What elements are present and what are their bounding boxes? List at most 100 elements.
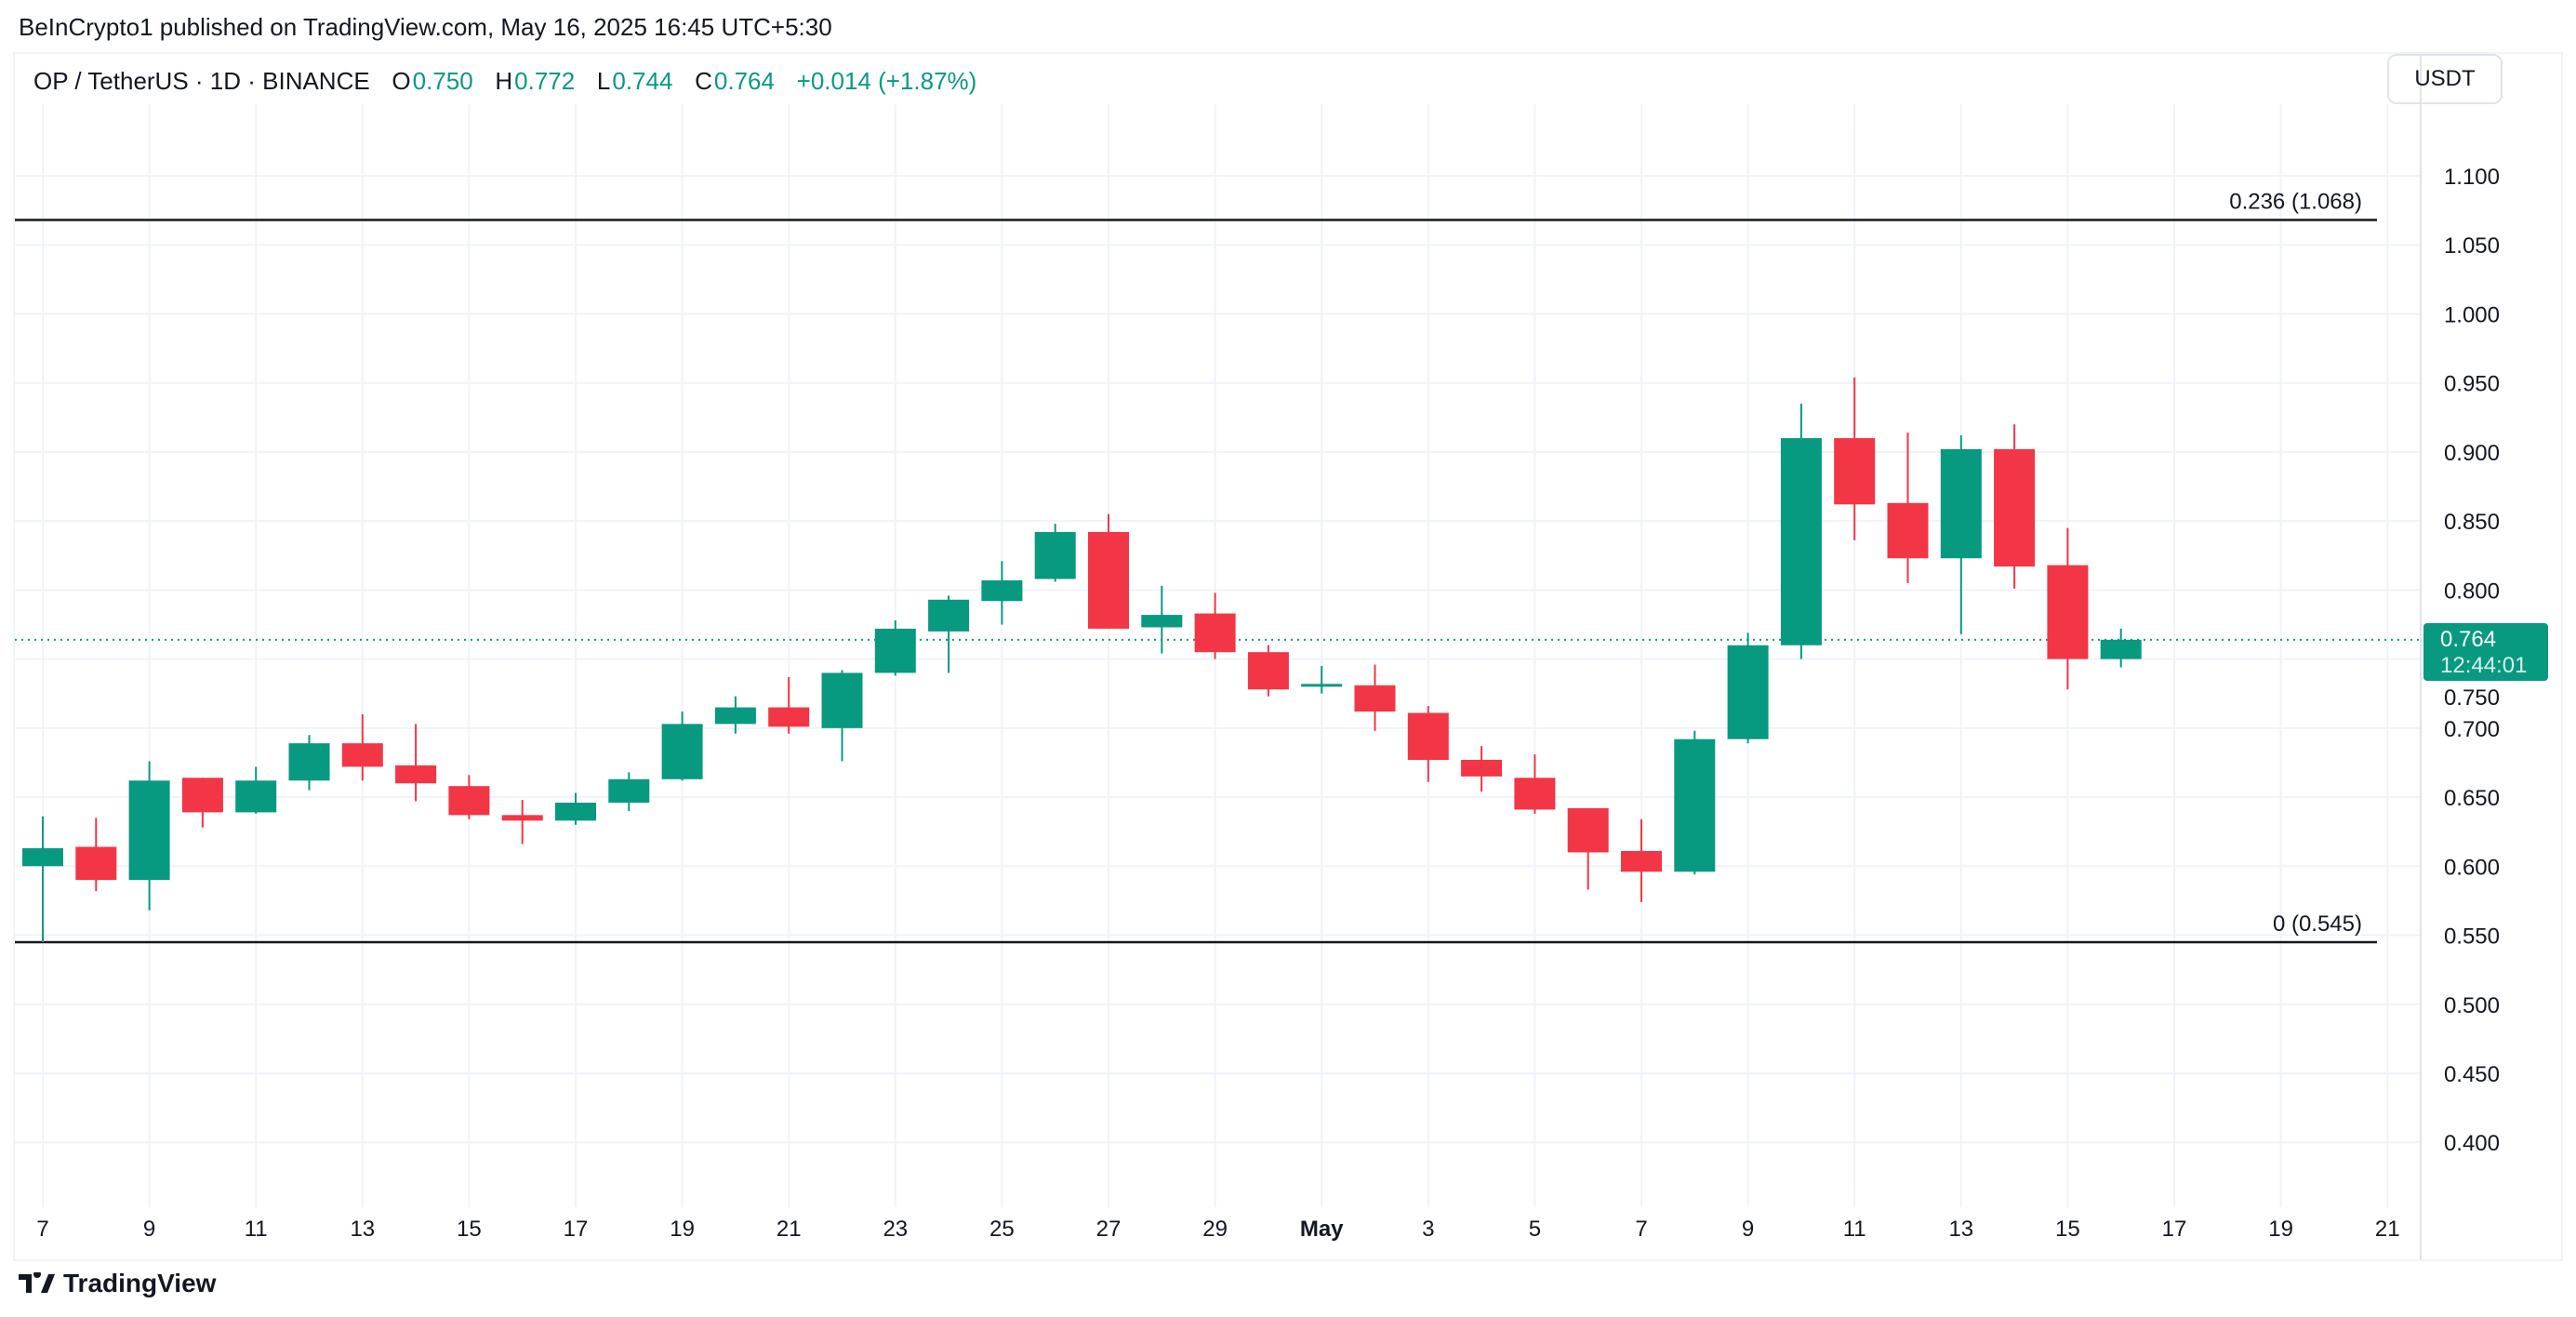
candle-body-up (22, 848, 63, 867)
currency-button[interactable]: USDT (2387, 54, 2503, 104)
y-tick-label: 0.450 (2444, 1062, 2500, 1087)
candle-body-down (1461, 759, 1503, 777)
candle-body-up (128, 780, 170, 881)
candle-body-down (395, 765, 437, 784)
x-tick-label: 5 (1529, 1217, 1541, 1242)
symbol-legend: OP / TetherUS · 1D · BINANCE O0.750 H0.7… (33, 67, 978, 96)
current-price-tag: 0.764 12:44:01 (2423, 623, 2548, 681)
candle-body-down (1834, 438, 1876, 505)
candle-body-up (1034, 532, 1076, 579)
published-caption: BeInCrypto1 published on TradingView.com… (19, 13, 832, 41)
y-tick-label: 0.800 (2444, 579, 2500, 604)
current-price: 0.764 (2440, 627, 2497, 652)
candle-body-up (1780, 438, 1822, 645)
candle-body-up (288, 743, 330, 781)
candle-body-down (1088, 532, 1129, 629)
tradingview-logo-icon (19, 1272, 55, 1293)
x-tick-label: 25 (989, 1217, 1015, 1242)
candle-body-down (1514, 778, 1556, 810)
candle-body-down (1567, 807, 1609, 853)
candle-body-up (1301, 684, 1343, 687)
candle-body-up (714, 707, 756, 725)
candle-body-down (75, 846, 117, 881)
candle-body-down (448, 786, 490, 816)
x-tick-label: 23 (883, 1217, 908, 1242)
x-tick-label: 7 (1635, 1217, 1647, 1242)
candle-body-down (1887, 502, 1929, 559)
fib-level-label: 0.236 (1.068) (2229, 190, 2362, 215)
open-value: 0.750 (412, 67, 473, 95)
y-tick-label: 0.550 (2444, 925, 2500, 950)
candle-body-up (874, 628, 916, 673)
candle-body-down (1994, 448, 2036, 567)
candle-body-up (821, 672, 863, 728)
candle-body-down (768, 707, 810, 727)
y-tick-label: 1.050 (2444, 233, 2500, 259)
candle-body-up (1940, 448, 1982, 559)
candle-body-down (1621, 850, 1662, 872)
candle-body-up (2100, 639, 2142, 659)
x-tick-label: 3 (1422, 1217, 1434, 1242)
candle-body-up (981, 579, 1023, 602)
candle-body-up (235, 780, 277, 813)
candle-body-down (181, 778, 223, 813)
x-tick-label: 19 (670, 1217, 695, 1242)
x-tick-label: 15 (2055, 1217, 2080, 1242)
y-tick-label: 1.000 (2444, 302, 2500, 327)
high-label: H (495, 67, 513, 95)
low-label: L (596, 67, 611, 95)
candle-body-up (608, 778, 650, 804)
candle-body-up (1674, 738, 1716, 872)
high-value: 0.772 (514, 67, 576, 95)
symbol-label[interactable]: OP / TetherUS · 1D · BINANCE (33, 67, 370, 95)
change-value: +0.014 (+1.87%) (796, 67, 977, 95)
x-tick-label: 13 (1948, 1217, 1973, 1242)
x-tick-label: 9 (1742, 1217, 1754, 1242)
y-tick-label: 0.650 (2444, 786, 2500, 811)
y-tick-label: 0.750 (2444, 685, 2500, 711)
y-tick-label: 0.900 (2444, 441, 2500, 466)
x-tick-label: 9 (143, 1217, 155, 1242)
tradingview-logo[interactable]: TradingView (19, 1269, 216, 1298)
candle-body-down (2047, 565, 2089, 659)
x-tick-label: 19 (2268, 1217, 2293, 1242)
bar-countdown: 12:44:01 (2440, 653, 2528, 678)
x-tick-label: 21 (2375, 1217, 2400, 1242)
x-tick-label: 11 (1843, 1217, 1866, 1242)
candle-body-up (1727, 645, 1769, 739)
candle-body-down (501, 815, 543, 821)
y-tick-label: 0.400 (2444, 1131, 2500, 1156)
candle-body-down (1194, 613, 1236, 653)
open-label: O (392, 67, 411, 95)
x-tick-label: 13 (350, 1217, 375, 1242)
x-tick-label: 17 (564, 1217, 589, 1242)
low-value: 0.744 (612, 67, 673, 95)
x-tick-label: 29 (1202, 1217, 1228, 1242)
x-tick-label: 21 (777, 1217, 802, 1242)
y-tick-label: 0.700 (2444, 717, 2500, 742)
x-tick-label: 27 (1096, 1217, 1122, 1242)
close-value: 0.764 (713, 67, 775, 95)
x-tick-label: 7 (36, 1217, 48, 1242)
x-tick-label: 17 (2162, 1217, 2187, 1242)
candle-body-up (661, 724, 703, 779)
chart-frame (13, 52, 2563, 1261)
candle-body-down (1354, 685, 1396, 712)
y-tick-label: 0.950 (2444, 372, 2500, 397)
candle-body-up (555, 803, 596, 821)
tradingview-brand: TradingView (63, 1269, 217, 1297)
candle-body-down (341, 743, 383, 767)
y-tick-label: 1.100 (2444, 165, 2500, 190)
x-tick-label: May (1300, 1217, 1344, 1242)
x-tick-label: 11 (245, 1217, 268, 1242)
fib-level-label: 0 (0.545) (2273, 911, 2362, 937)
y-tick-label: 0.500 (2444, 993, 2500, 1018)
y-tick-label: 0.600 (2444, 855, 2500, 880)
candle-body-down (1247, 652, 1289, 690)
candle-body-down (1407, 712, 1449, 760)
candle-body-up (928, 599, 970, 632)
x-tick-label: 15 (457, 1217, 482, 1242)
close-label: C (695, 67, 712, 95)
y-tick-label: 0.850 (2444, 510, 2500, 535)
